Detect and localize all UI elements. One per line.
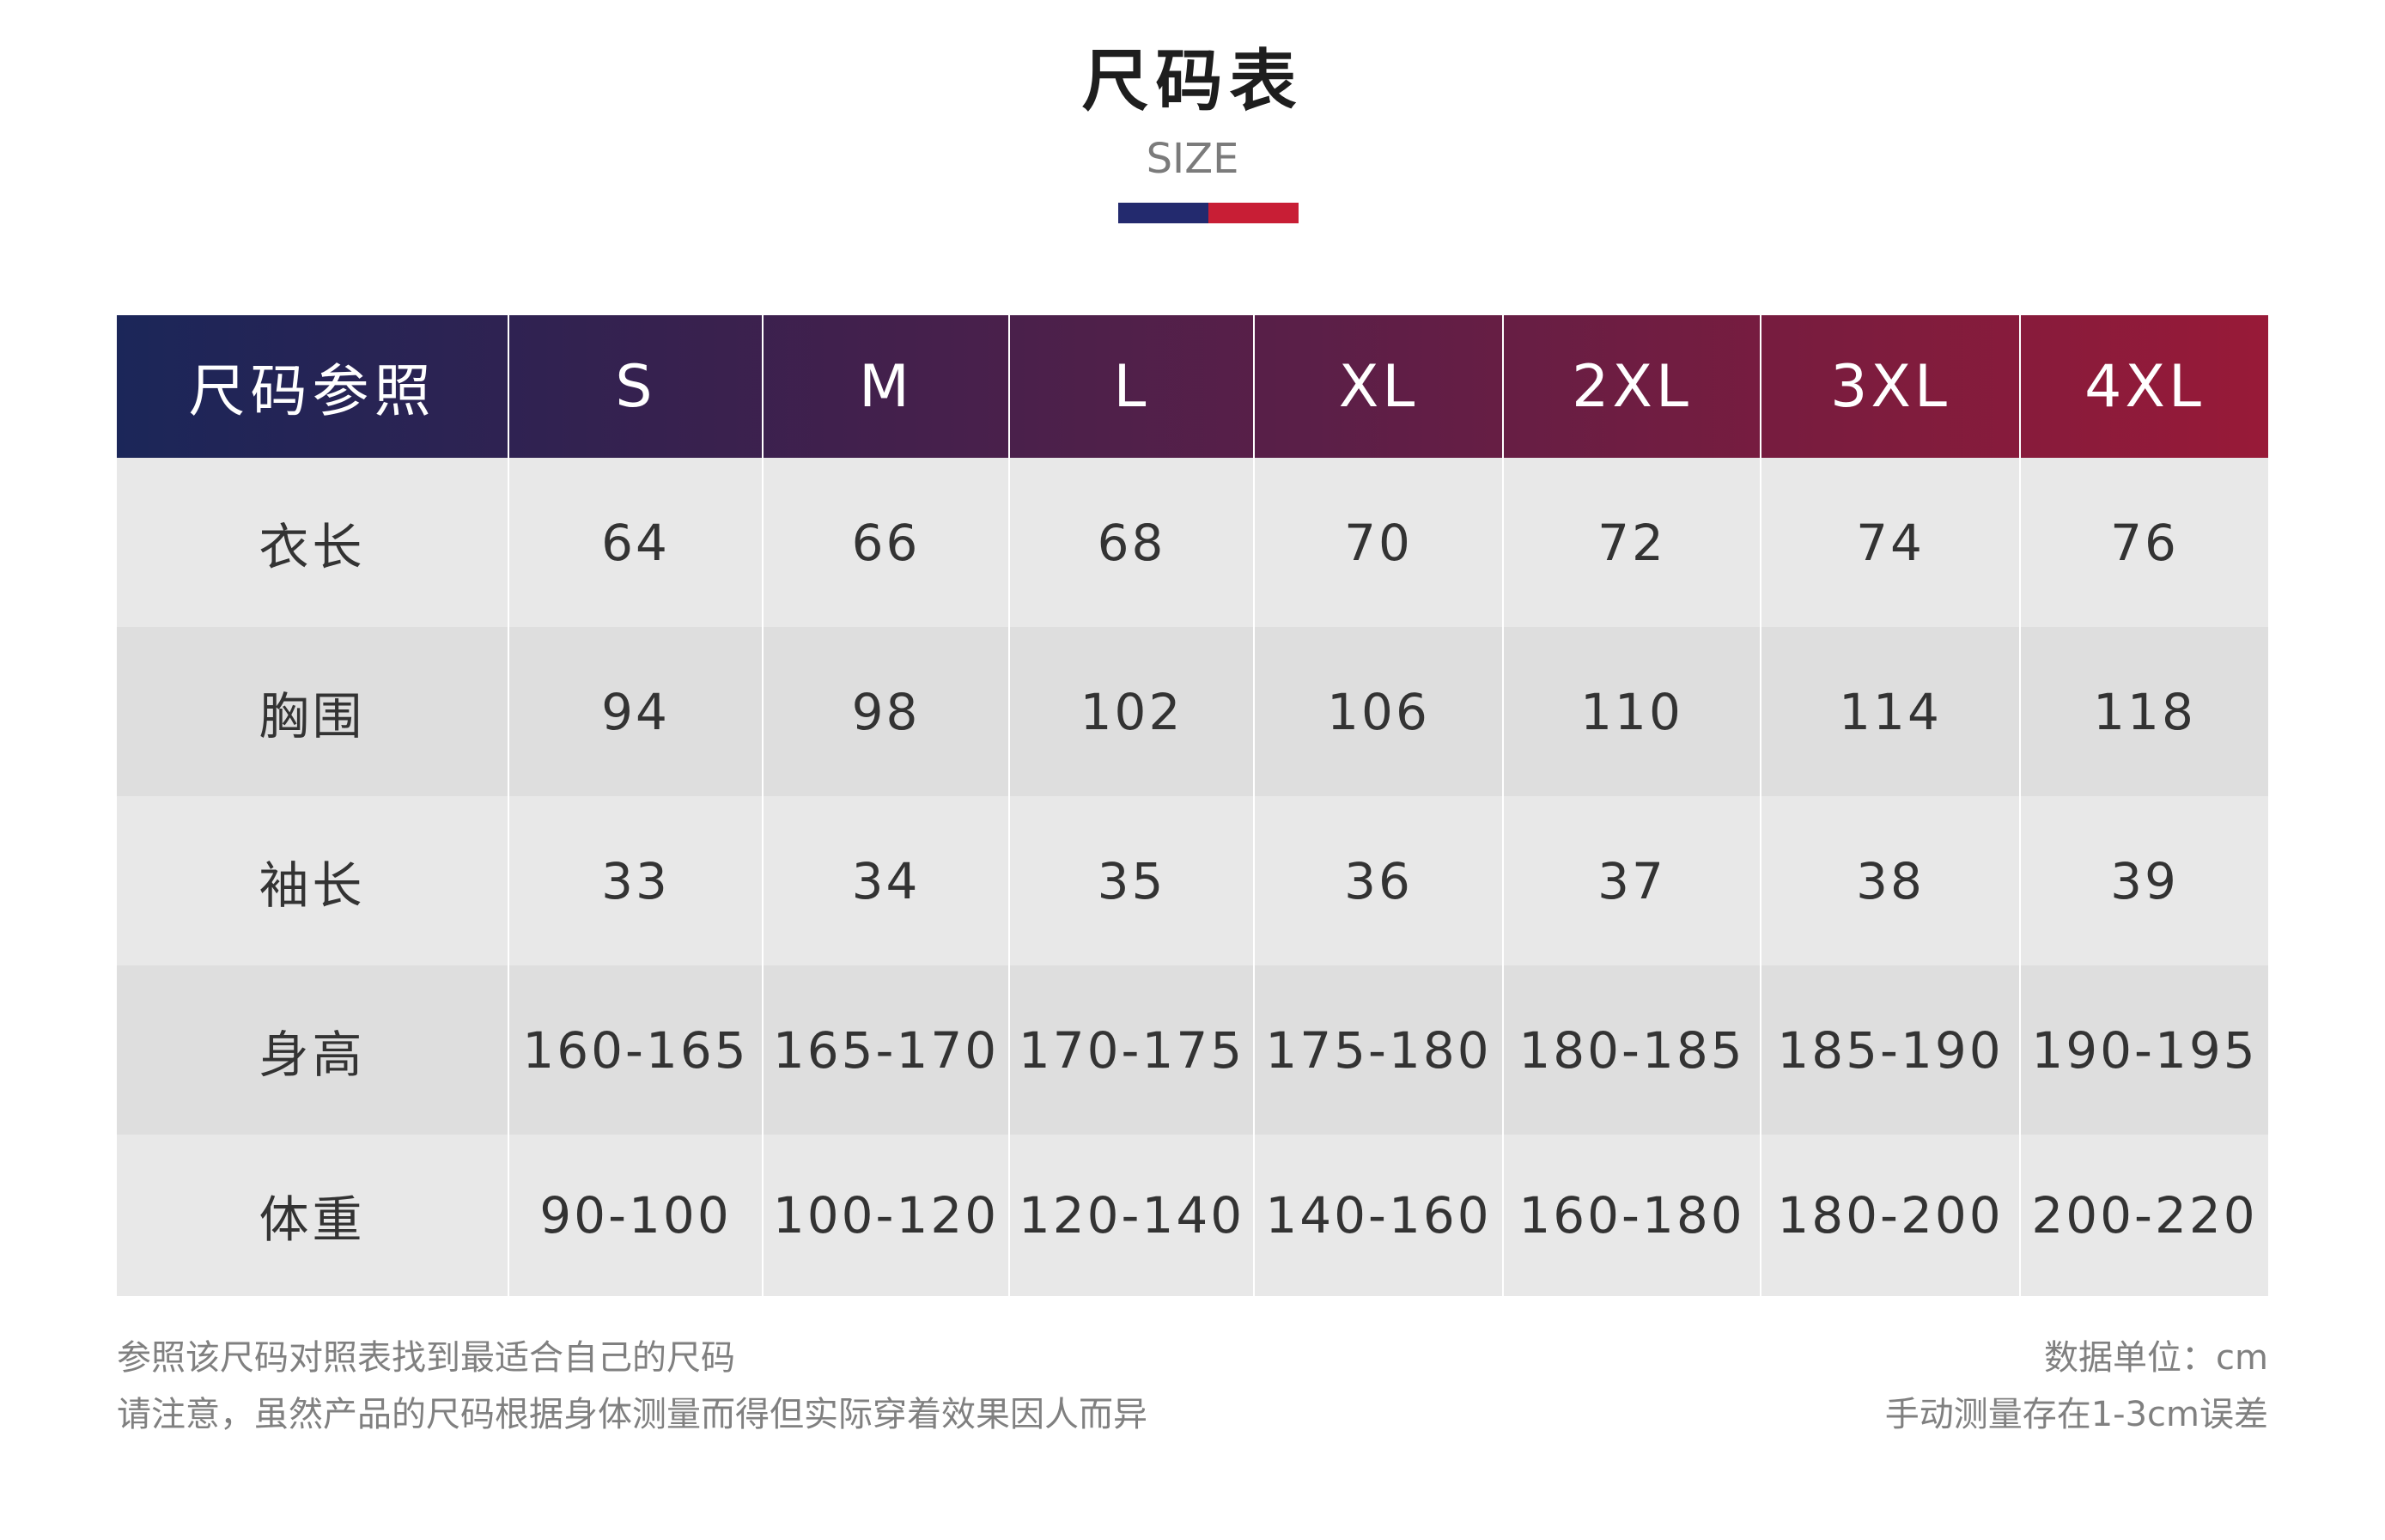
- page-subtitle: SIZE: [1146, 135, 1239, 183]
- table-cell: 106: [1253, 627, 1503, 796]
- table-cell: 90-100: [508, 1135, 763, 1296]
- size-header-xl: XL: [1253, 315, 1503, 458]
- table-cell: 35: [1008, 796, 1254, 965]
- table-row-chest: 胸围 94 98 102 106 110 114 118: [117, 627, 2268, 796]
- table-cell: 72: [1502, 458, 1761, 627]
- size-header-3xl: 3XL: [1760, 315, 2020, 458]
- table-cell: 160-180: [1502, 1135, 1761, 1296]
- row-label: 袖长: [259, 855, 366, 915]
- table-cell: 100-120: [762, 1135, 1009, 1296]
- table-cell: 36: [1253, 796, 1503, 965]
- table-cell: 39: [2019, 796, 2268, 965]
- table-cell: 38: [1760, 796, 2020, 965]
- table-cell: 165-170: [762, 965, 1009, 1135]
- unit-line: 数据单位：cm: [2044, 1338, 2268, 1378]
- table-cell: 66: [762, 458, 1009, 627]
- table-cell: 160-165: [508, 965, 763, 1135]
- fit-advice-line-2: 请注意，虽然产品的尺码根据身体测量而得但实际穿着效果因人而异: [117, 1395, 1147, 1434]
- row-label: 身高: [259, 1025, 366, 1084]
- tolerance-line: 手动测量存在1-3cm误差: [1884, 1395, 2268, 1434]
- row-label: 胸围: [259, 686, 366, 746]
- size-header-s: S: [508, 315, 763, 458]
- table-cell: 180-200: [1760, 1135, 2020, 1296]
- table-cell: 98: [762, 627, 1009, 796]
- accent-bar-blue: [1118, 203, 1208, 223]
- table-cell: 68: [1008, 458, 1254, 627]
- size-header-m: M: [762, 315, 1009, 458]
- table-cell: 170-175: [1008, 965, 1254, 1135]
- page-heading: 尺码表 SIZE: [0, 34, 2385, 189]
- table-cell: 64: [508, 458, 763, 627]
- table-cell: 76: [2019, 458, 2268, 627]
- table-cell: 70: [1253, 458, 1503, 627]
- row-label: 体重: [259, 1190, 366, 1249]
- table-cell: 114: [1760, 627, 2020, 796]
- table-cell: 94: [508, 627, 763, 796]
- accent-bar-red: [1208, 203, 1299, 223]
- unit-note: 数据单位：cm 手动测量存在1-3cm误差: [1885, 1330, 2268, 1443]
- table-cell: 34: [762, 796, 1009, 965]
- table-cell: 120-140: [1008, 1135, 1254, 1296]
- table-cell: 180-185: [1502, 965, 1761, 1135]
- table-row-sleeve: 袖长 33 34 35 36 37 38 39: [117, 796, 2268, 965]
- table-cell: 74: [1760, 458, 2020, 627]
- table-cell: 200-220: [2019, 1135, 2268, 1296]
- size-header-2xl: 2XL: [1502, 315, 1761, 458]
- size-header-4xl: 4XL: [2019, 315, 2268, 458]
- table-cell: 33: [508, 796, 763, 965]
- row-label: 衣长: [259, 517, 366, 576]
- table-cell: 118: [2019, 627, 2268, 796]
- table-cell: 37: [1502, 796, 1761, 965]
- accent-bar: [1118, 203, 1299, 223]
- page-title: 尺码表: [1081, 43, 1304, 120]
- size-chart-table: 尺码参照 S M L XL 2XL 3XL 4XL 衣长 64 66 68 70…: [117, 315, 2268, 1296]
- table-cell: 140-160: [1253, 1135, 1503, 1296]
- size-header-l: L: [1008, 315, 1254, 458]
- table-cell: 102: [1008, 627, 1254, 796]
- table-row-weight: 体重 90-100 100-120 120-140 140-160 160-18…: [117, 1135, 2268, 1296]
- table-cell: 175-180: [1253, 965, 1503, 1135]
- table-row-height: 身高 160-165 165-170 170-175 175-180 180-1…: [117, 965, 2268, 1135]
- table-row-length: 衣长 64 66 68 70 72 74 76: [117, 458, 2268, 627]
- table-cell: 185-190: [1760, 965, 2020, 1135]
- table-header-row: 尺码参照 S M L XL 2XL 3XL 4XL: [117, 315, 2268, 458]
- corner-label: 尺码参照: [188, 358, 436, 424]
- fit-advice-line-1: 参照该尺码对照表找到最适合自己的尺码: [117, 1338, 735, 1378]
- fit-advice-note: 参照该尺码对照表找到最适合自己的尺码 请注意，虽然产品的尺码根据身体测量而得但实…: [117, 1330, 1147, 1443]
- table-cell: 110: [1502, 627, 1761, 796]
- table-cell: 190-195: [2019, 965, 2268, 1135]
